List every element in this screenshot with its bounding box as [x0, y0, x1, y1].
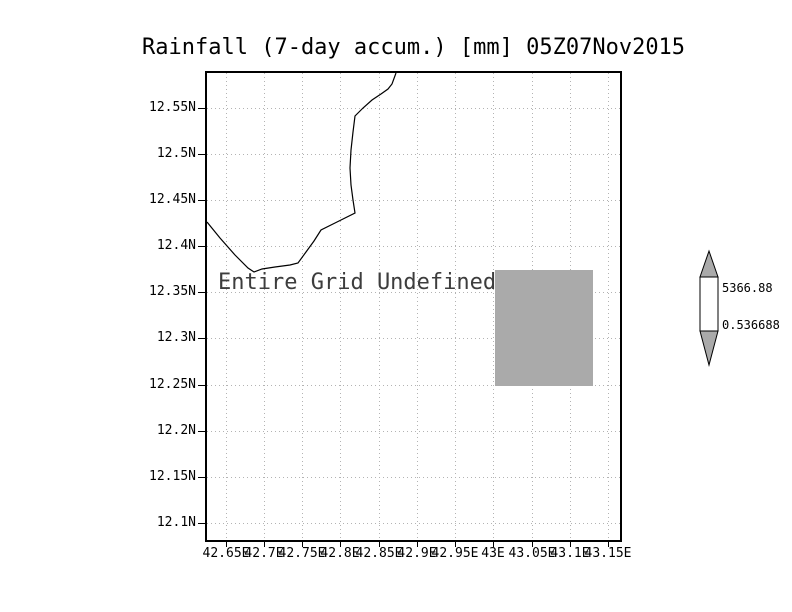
- v-gridline: [417, 73, 418, 540]
- y-axis-tick-label: 12.25N: [149, 377, 196, 392]
- x-axis-tick-label: 42.95E: [431, 546, 479, 561]
- colorbar-bar: [699, 276, 719, 332]
- h-gridline: [207, 200, 620, 201]
- x-axis-tick-label: 43E: [481, 546, 505, 561]
- v-gridline: [379, 73, 380, 540]
- coastline-svg: [207, 73, 397, 273]
- x-axis-tick: [570, 541, 571, 547]
- x-axis-tick-label: 43.1E: [550, 546, 590, 561]
- x-axis-tick: [379, 541, 380, 547]
- y-axis-tick-label: 12.4N: [156, 238, 196, 253]
- y-axis-tick: [198, 431, 206, 432]
- v-gridline: [455, 73, 456, 540]
- colorbar: [699, 249, 719, 367]
- plot-area: Entire Grid Undefined: [207, 73, 620, 540]
- h-gridline: [207, 246, 620, 247]
- x-axis-tick: [302, 541, 303, 547]
- y-axis-tick: [198, 200, 206, 201]
- y-axis-tick: [198, 154, 206, 155]
- x-axis-tick-label: 42.85E: [355, 546, 403, 561]
- x-axis-tick: [608, 541, 609, 547]
- y-axis-tick-label: 12.1N: [156, 515, 196, 530]
- y-axis-tick-label: 12.15N: [149, 469, 196, 484]
- h-gridline: [207, 108, 620, 109]
- v-gridline: [340, 73, 341, 540]
- y-axis-tick-label: 12.55N: [149, 100, 196, 115]
- h-gridline: [207, 431, 620, 432]
- y-axis-tick: [198, 385, 206, 386]
- y-axis-tick-label: 12.2N: [156, 423, 196, 438]
- y-axis-tick: [198, 292, 206, 293]
- colorbar-up-arrow-icon: [699, 249, 719, 278]
- h-gridline: [207, 477, 620, 478]
- colorbar-max-label: 5366.88: [722, 281, 773, 295]
- x-axis-tick-label: 42.9E: [397, 546, 437, 561]
- y-axis-tick-label: 12.5N: [156, 146, 196, 161]
- x-axis-tick: [532, 541, 533, 547]
- colorbar-down-arrow-icon: [699, 330, 719, 367]
- y-axis-tick: [198, 338, 206, 339]
- h-gridline: [207, 523, 620, 524]
- x-axis-tick-label: 42.65E: [202, 546, 250, 561]
- y-axis-tick: [198, 246, 206, 247]
- h-gridline: [207, 292, 620, 293]
- plot-frame: [205, 71, 622, 542]
- x-axis-tick: [417, 541, 418, 547]
- h-gridline: [207, 385, 620, 386]
- h-gridline: [207, 154, 620, 155]
- colorbar-min-label: 0.536688: [722, 318, 780, 332]
- x-axis-tick: [226, 541, 227, 547]
- plot-title: Rainfall (7-day accum.) [mm] 05Z07Nov201…: [142, 35, 686, 60]
- v-gridline: [302, 73, 303, 540]
- x-axis-tick: [493, 541, 494, 547]
- shaded-region: [495, 270, 593, 386]
- y-axis-tick-label: 12.35N: [149, 284, 196, 299]
- x-axis-tick: [264, 541, 265, 547]
- v-gridline: [493, 73, 494, 540]
- x-axis-tick: [340, 541, 341, 547]
- y-axis-tick-label: 12.45N: [149, 192, 196, 207]
- y-axis-tick: [198, 477, 206, 478]
- grid-layer: [207, 73, 620, 540]
- h-gridline: [207, 338, 620, 339]
- v-gridline: [264, 73, 265, 540]
- x-axis-tick-label: 43.15E: [584, 546, 632, 561]
- x-axis-tick-label: 42.75E: [278, 546, 326, 561]
- x-axis-tick-label: 42.7E: [244, 546, 284, 561]
- v-gridline: [226, 73, 227, 540]
- y-axis-tick: [198, 108, 206, 109]
- x-axis-tick: [455, 541, 456, 547]
- y-axis-tick: [198, 523, 206, 524]
- coastline-path: [207, 73, 397, 273]
- x-axis-tick-label: 43.05E: [508, 546, 556, 561]
- v-gridline: [608, 73, 609, 540]
- x-axis-tick-label: 42.8E: [320, 546, 360, 561]
- y-axis-tick-label: 12.3N: [156, 330, 196, 345]
- undefined-grid-annotation: Entire Grid Undefined: [218, 270, 497, 295]
